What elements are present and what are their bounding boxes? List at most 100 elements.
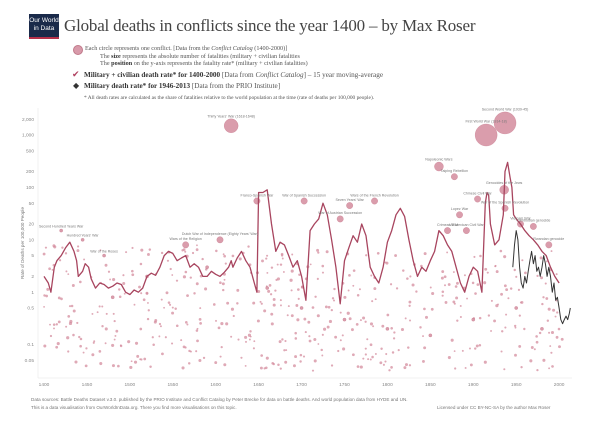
conflict-dot: [129, 365, 133, 370]
conflict-dot: [476, 283, 480, 286]
conflict-dot: [324, 305, 328, 309]
conflict-circle: [336, 215, 344, 223]
conflict-dot: [358, 288, 361, 291]
conflict-dot: [454, 285, 458, 288]
conflict-dot: [163, 306, 165, 309]
conflict-label: Taiping Rebellion: [441, 169, 468, 173]
conflict-circle: [371, 197, 378, 205]
conflict-dot: [463, 274, 466, 277]
conflict-dot: [189, 276, 192, 279]
conflict-dot: [91, 312, 94, 315]
conflict-dot: [429, 286, 432, 289]
footer-license: Licensed under CC BY-NC-SA by the author…: [437, 405, 551, 410]
conflict-dot: [501, 330, 504, 333]
conflict-dot: [93, 340, 96, 343]
conflict-dot: [79, 337, 83, 341]
conflict-dot: [199, 321, 202, 325]
conflict-dot: [115, 329, 119, 333]
conflict-dot: [68, 305, 72, 308]
conflict-label: First World War (1914-18): [465, 120, 506, 124]
conflict-dot: [43, 294, 46, 297]
conflict-dot: [542, 358, 546, 362]
conflict-dot: [333, 287, 336, 291]
conflict-label: Second World War (1939-45): [482, 107, 529, 111]
conflict-dot: [380, 347, 383, 351]
conflict-dot: [328, 319, 333, 324]
conflict-dot: [517, 288, 521, 291]
conflict-dot: [524, 271, 527, 275]
conflict-circle: [451, 173, 458, 181]
conflict-dot: [46, 287, 50, 291]
conflict-dot: [325, 250, 329, 254]
conflict-dot: [182, 345, 186, 349]
conflict-dot: [400, 327, 405, 332]
conflict-dot: [51, 268, 54, 271]
conflict-dot: [131, 246, 134, 250]
conflict-dot: [282, 271, 285, 273]
conflict-dot: [514, 353, 517, 357]
x-tick-label: 1750: [339, 382, 350, 388]
conflict-dot: [171, 274, 174, 276]
conflict-circle: [530, 223, 537, 230]
conflict-dot: [503, 255, 507, 259]
conflict-dot: [281, 338, 284, 341]
conflict-circle: [224, 118, 239, 133]
conflict-dot: [316, 248, 320, 252]
conflict-dot: [483, 281, 487, 285]
conflict-dot: [486, 271, 489, 274]
conflict-dot: [444, 301, 448, 304]
conflict-circle: [456, 211, 463, 219]
chart-title: Global deaths in conflicts since the yea…: [64, 16, 476, 35]
conflict-label: Lopez War: [451, 207, 469, 211]
conflict-dot: [118, 288, 121, 291]
conflict-dot: [518, 344, 522, 348]
conflict-dot: [499, 249, 503, 253]
conflict-dot: [544, 282, 547, 285]
conflict-dot: [503, 284, 507, 288]
conflict-dot: [423, 346, 427, 350]
x-tick-label: 1950: [511, 382, 522, 388]
conflict-dot: [550, 351, 553, 354]
conflict-dot: [461, 349, 464, 352]
conflict-dot: [184, 250, 187, 253]
conflict-dot: [290, 269, 294, 273]
conflict-dot: [249, 330, 252, 333]
conflict-label: Vietnam War: [510, 216, 531, 220]
conflict-circle-legend-icon: [73, 45, 83, 55]
conflict-dot: [260, 302, 263, 305]
conflict-dot: [53, 327, 55, 330]
conflict-dot: [343, 295, 347, 299]
conflict-dot: [356, 365, 360, 368]
conflict-dot: [290, 289, 293, 292]
conflict-dot: [281, 257, 284, 260]
conflict-dot: [326, 325, 330, 329]
conflict-dot: [160, 298, 163, 301]
conflict-dot: [196, 339, 199, 343]
conflict-dot: [422, 335, 424, 338]
conflict-dot: [113, 319, 116, 323]
conflict-circle: [216, 236, 224, 244]
conflict-dot: [504, 326, 507, 329]
conflict-dot: [56, 342, 60, 346]
conflict-dot: [483, 360, 487, 364]
conflict-dot: [407, 346, 410, 349]
conflict-dot: [134, 341, 139, 345]
conflict-dot: [151, 336, 154, 339]
conflict-dot: [374, 352, 377, 355]
conflict-circle: [471, 317, 476, 322]
conflict-dot: [244, 364, 247, 367]
conflict-dot: [187, 362, 191, 365]
conflict-dot: [274, 289, 277, 292]
conflict-dot: [270, 322, 274, 326]
conflict-dot: [441, 270, 445, 273]
conflict-dot: [147, 253, 150, 256]
conflict-dot: [99, 249, 102, 252]
conflict-dot: [223, 363, 227, 367]
conflict-dot: [297, 288, 300, 291]
conflict-dot: [196, 327, 199, 330]
conflict-dot: [279, 263, 283, 266]
conflict-dot: [395, 287, 399, 290]
conflict-dot: [169, 267, 172, 271]
conflict-dot: [279, 299, 282, 302]
conflict-dot: [171, 311, 175, 315]
